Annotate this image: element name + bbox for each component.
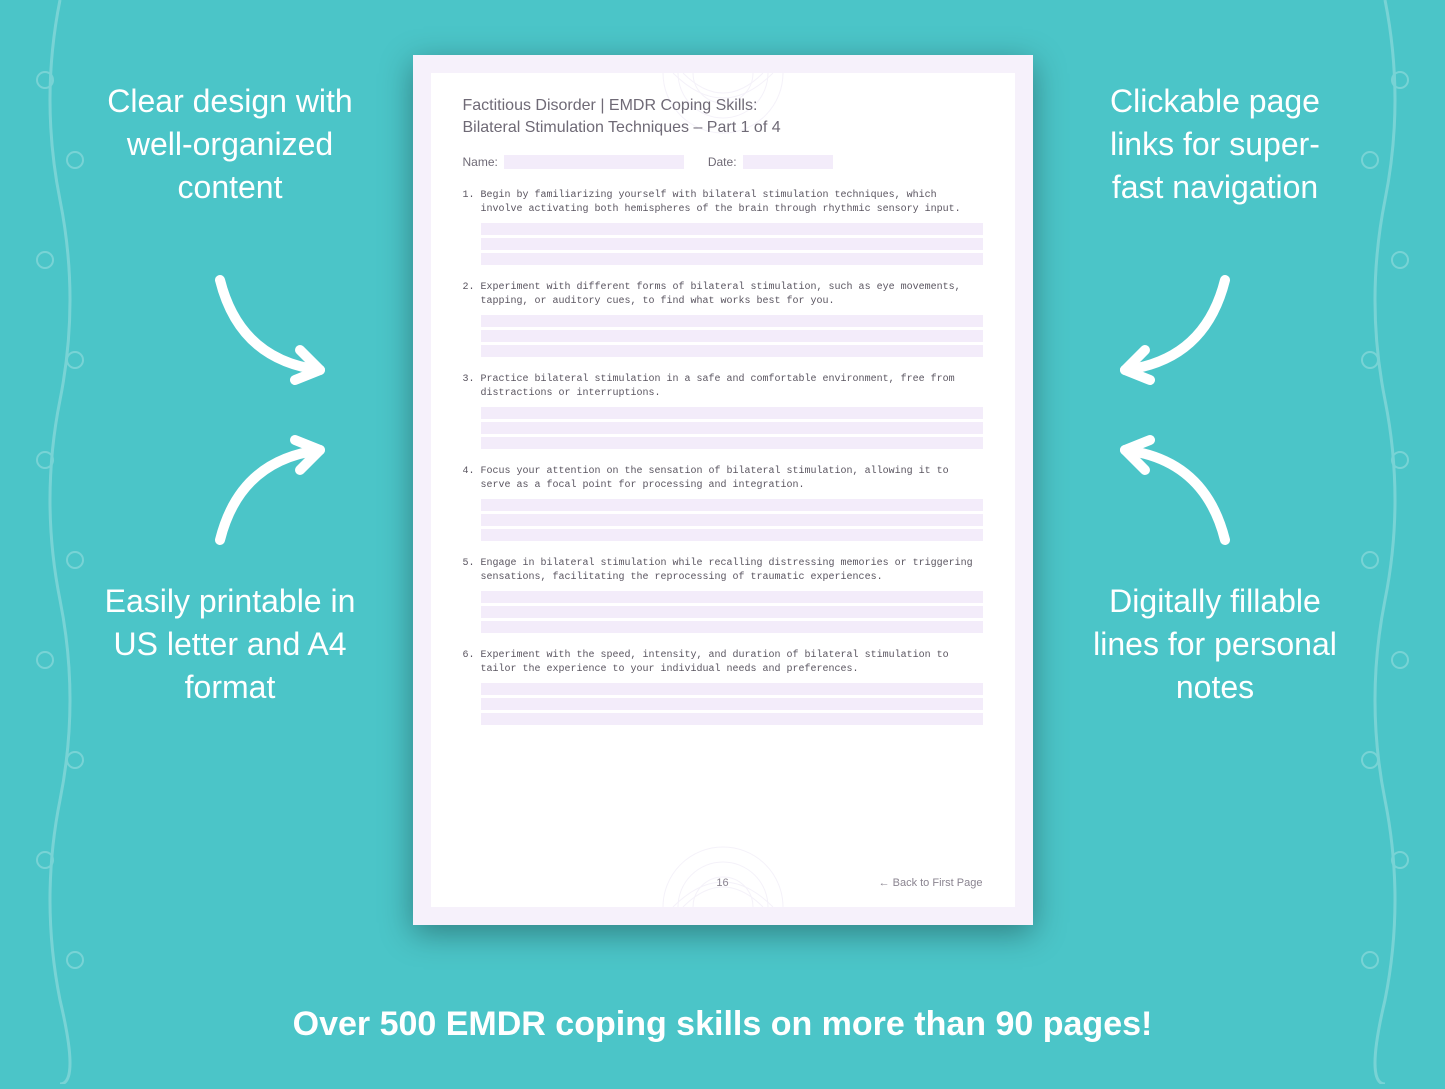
worksheet-item: 6.Experiment with the speed, intensity, …: [463, 649, 983, 725]
item-number: 1.: [463, 189, 481, 217]
fill-line[interactable]: [481, 514, 983, 526]
worksheet-item: 1.Begin by familiarizing yourself with b…: [463, 189, 983, 265]
items-list: 1.Begin by familiarizing yourself with b…: [463, 189, 983, 725]
worksheet-item: 2.Experiment with different forms of bil…: [463, 281, 983, 357]
decorative-vine-left: [20, 0, 100, 1084]
fill-line[interactable]: [481, 713, 983, 725]
fill-line[interactable]: [481, 621, 983, 633]
worksheet-item: 4.Focus your attention on the sensation …: [463, 465, 983, 541]
item-text: Practice bilateral stimulation in a safe…: [481, 373, 983, 401]
worksheet-item: 3.Practice bilateral stimulation in a sa…: [463, 373, 983, 449]
callout-top-left: Clear design with well-organized content: [100, 80, 360, 210]
item-number: 2.: [463, 281, 481, 309]
document-subtitle: Bilateral Stimulation Techniques – Part …: [463, 119, 983, 137]
item-text: Focus your attention on the sensation of…: [481, 465, 983, 493]
fill-line[interactable]: [481, 223, 983, 235]
fill-line[interactable]: [481, 529, 983, 541]
fill-line[interactable]: [481, 253, 983, 265]
fill-line[interactable]: [481, 345, 983, 357]
arrow-top-right: [1105, 270, 1245, 390]
item-number: 5.: [463, 557, 481, 585]
worksheet-item: 5.Engage in bilateral stimulation while …: [463, 557, 983, 633]
date-label: Date:: [708, 155, 737, 169]
callout-bottom-right: Digitally fillable lines for personal no…: [1085, 580, 1345, 710]
name-label: Name:: [463, 155, 498, 169]
fill-line[interactable]: [481, 330, 983, 342]
arrow-bottom-left: [200, 430, 340, 550]
document-inner: Factitious Disorder | EMDR Coping Skills…: [431, 73, 1015, 907]
arrow-top-left: [200, 270, 340, 390]
fill-line[interactable]: [481, 499, 983, 511]
fill-line[interactable]: [481, 315, 983, 327]
page-number: 16: [716, 877, 728, 889]
fill-lines: [481, 315, 983, 357]
page-footer: 16 ← Back to First Page: [463, 877, 983, 889]
date-input-line[interactable]: [743, 155, 833, 169]
fill-line[interactable]: [481, 422, 983, 434]
mandala-bottom-decoration: [573, 827, 873, 907]
fill-line[interactable]: [481, 698, 983, 710]
fill-line[interactable]: [481, 683, 983, 695]
callout-bottom-left: Easily printable in US letter and A4 for…: [100, 580, 360, 710]
date-field: Date:: [708, 155, 833, 169]
fill-line[interactable]: [481, 407, 983, 419]
fill-lines: [481, 683, 983, 725]
item-text: Begin by familiarizing yourself with bil…: [481, 189, 983, 217]
document-title: Factitious Disorder | EMDR Coping Skills…: [463, 97, 983, 115]
fill-line[interactable]: [481, 437, 983, 449]
fill-line[interactable]: [481, 591, 983, 603]
name-input-line[interactable]: [504, 155, 684, 169]
fill-line[interactable]: [481, 238, 983, 250]
footer-banner: Over 500 EMDR coping skills on more than…: [0, 1005, 1445, 1044]
name-date-row: Name: Date:: [463, 155, 983, 169]
name-field: Name:: [463, 155, 684, 169]
fill-lines: [481, 499, 983, 541]
document-page: Factitious Disorder | EMDR Coping Skills…: [413, 55, 1033, 925]
item-text: Experiment with the speed, intensity, an…: [481, 649, 983, 677]
fill-lines: [481, 407, 983, 449]
fill-lines: [481, 223, 983, 265]
item-number: 6.: [463, 649, 481, 677]
item-text: Experiment with different forms of bilat…: [481, 281, 983, 309]
callout-top-right: Clickable page links for super-fast navi…: [1085, 80, 1345, 210]
arrow-bottom-right: [1105, 430, 1245, 550]
decorative-vine-right: [1345, 0, 1425, 1084]
item-number: 3.: [463, 373, 481, 401]
item-number: 4.: [463, 465, 481, 493]
item-text: Engage in bilateral stimulation while re…: [481, 557, 983, 585]
fill-lines: [481, 591, 983, 633]
fill-line[interactable]: [481, 606, 983, 618]
back-to-first-page-link[interactable]: ← Back to First Page: [879, 877, 983, 889]
